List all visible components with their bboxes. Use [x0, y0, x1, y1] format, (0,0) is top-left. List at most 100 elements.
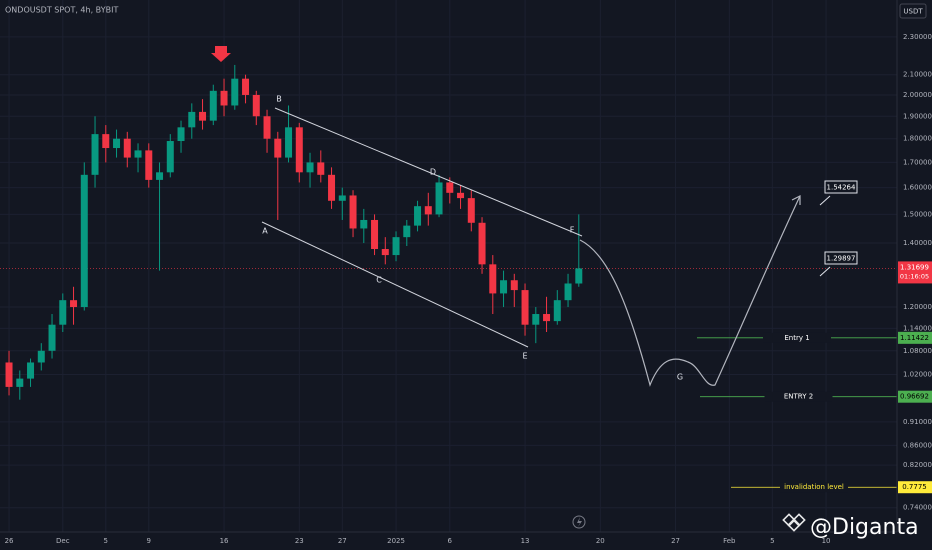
level-badge-label: 1.11422	[900, 334, 929, 342]
candle-body	[381, 249, 389, 256]
level-label: invalidation level	[784, 483, 844, 491]
countdown-label: 01:16:05	[900, 272, 929, 280]
target-pointer	[819, 195, 831, 206]
candle-body	[435, 182, 443, 215]
candle-body	[414, 206, 422, 226]
candle-body	[177, 127, 185, 142]
replay-icon-bolt	[577, 517, 582, 527]
y-tick-label: 1.60000	[903, 184, 932, 192]
candle-body	[360, 219, 368, 229]
candle-body	[59, 300, 67, 325]
currency: USDT	[903, 8, 923, 16]
candle-body	[123, 138, 131, 158]
candle-body	[371, 219, 379, 250]
wave-label: C	[376, 276, 382, 285]
level-badge	[898, 331, 932, 344]
y-tick-label: 1.70000	[903, 158, 932, 166]
y-tick-label: 1.90000	[903, 112, 932, 120]
watermark-logo	[782, 513, 806, 532]
candle-body	[328, 174, 336, 201]
candle-body	[564, 283, 572, 301]
candle-body	[403, 225, 411, 238]
replay-icon[interactable]	[572, 515, 586, 529]
chart-title: ONDOUSDT SPOT, 4h, BYBIT	[5, 6, 118, 15]
peak-arrow	[211, 46, 231, 62]
candle-body	[489, 264, 497, 294]
y-tick-label: 0.82000	[903, 461, 932, 469]
candle-body	[467, 198, 475, 223]
wave-label: A	[262, 227, 268, 236]
candle-body	[553, 300, 561, 322]
projection-path	[579, 195, 801, 387]
candle-body	[80, 174, 88, 308]
candle-body	[209, 90, 217, 121]
y-tick-label: 1.02000	[903, 371, 932, 379]
candle-body	[392, 237, 400, 256]
level-badge	[898, 390, 932, 403]
y-tick-label: 2.30000	[903, 33, 932, 41]
currency-box	[899, 3, 927, 19]
watermark: @Diganta	[810, 515, 919, 540]
candle-body	[446, 182, 454, 193]
x-tick-label: Dec	[56, 537, 70, 545]
candle-body	[199, 111, 207, 121]
candle-body	[349, 195, 357, 229]
target-pointer	[819, 266, 831, 277]
level-label: Entry 1	[784, 334, 809, 342]
y-tick-label: 2.00000	[903, 91, 932, 99]
candle-body	[521, 290, 529, 325]
level-label-bg	[780, 482, 848, 493]
y-tick-label: 2.10000	[903, 71, 932, 79]
candle-body	[575, 268, 583, 284]
y-tick-label: 0.74000	[903, 504, 932, 512]
x-tick-label: 27	[671, 537, 680, 545]
x-tick-label: 6	[448, 537, 453, 545]
candle-body	[263, 116, 271, 139]
channel-upper	[274, 107, 583, 237]
candle-body	[188, 111, 196, 128]
last-price-label: 1.31699	[900, 263, 929, 271]
candle-body	[338, 195, 346, 201]
level-badge-label: 0.7775	[902, 483, 927, 491]
y-tick-label: 0.86000	[903, 441, 932, 449]
axes: 2.30000 2.10000 2.00000 1.90000 1.80000 1.700…	[5, 33, 932, 545]
x-tick-label: 16	[220, 537, 229, 545]
level-badge-label: 0.96692	[900, 393, 929, 401]
y-tick-label: 1.20000	[903, 303, 932, 311]
candle-body	[91, 134, 99, 175]
x-tick-label: 20	[596, 537, 605, 545]
candle-body	[457, 192, 465, 199]
y-tick-label: 1.40000	[903, 239, 932, 247]
channel-lower	[261, 221, 529, 348]
levels: Entry 1 ENTRY 2 invalidation level	[697, 332, 897, 493]
candle-body	[478, 222, 486, 265]
last-price-badge	[898, 261, 932, 284]
candle-body	[145, 150, 153, 180]
candle-body	[317, 162, 325, 175]
candle-body	[543, 314, 551, 322]
candle-body	[37, 350, 45, 363]
y-tick-label: 1.80000	[903, 135, 932, 143]
y-tick-label: 1.08000	[903, 347, 932, 355]
candle-body	[274, 138, 282, 158]
candle-body	[16, 378, 24, 387]
target-label: 1.54264	[827, 184, 856, 192]
candle-body	[252, 94, 260, 117]
x-tick-label: 13	[521, 537, 530, 545]
x-tick-label: 26	[5, 537, 14, 545]
x-tick-label: 2025	[387, 537, 405, 545]
candle-body	[70, 300, 78, 308]
level-badge	[898, 481, 932, 494]
candle-body	[5, 362, 13, 387]
projection-arrow	[791, 195, 801, 205]
candle-body	[113, 138, 121, 149]
candle-body	[156, 172, 164, 180]
candle-body	[48, 324, 56, 351]
x-tick-label: 5	[770, 537, 774, 545]
candle-body	[102, 134, 110, 149]
y-tick-label: 1.14000	[903, 324, 932, 332]
candle-body	[424, 206, 432, 215]
wave-label: G	[677, 373, 683, 382]
candle-body	[220, 90, 228, 106]
